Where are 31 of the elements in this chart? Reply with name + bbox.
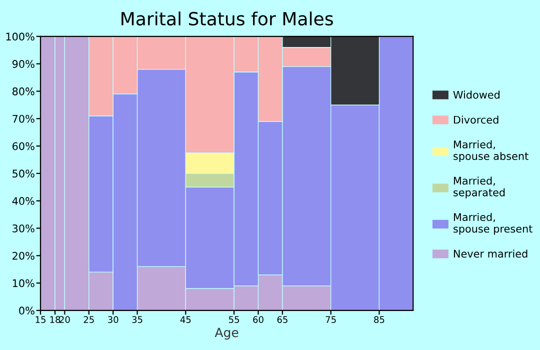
y-tick-label: 30% — [12, 224, 34, 232]
x-tick-label: 15 — [36, 316, 46, 323]
y-tick-label: 10% — [12, 279, 34, 288]
y-tick-label: 100% — [6, 32, 34, 41]
legend-label: Married, spouse absent — [454, 140, 528, 162]
legend-label: Widowed — [453, 90, 500, 99]
x-tick-label: 60 — [253, 316, 264, 323]
x-tick-label: 85 — [374, 316, 384, 323]
y-tick-label: 20% — [12, 252, 34, 260]
legend-label: Married, spouse present — [454, 212, 532, 235]
x-tick-label: 30 — [108, 316, 118, 323]
y-tick-label: 90% — [12, 60, 34, 68]
x-tick-label: 75 — [326, 316, 336, 323]
y-tick-label: 50% — [12, 170, 34, 178]
y-tick-label: 70% — [12, 114, 34, 123]
y-tick-label: 0% — [19, 306, 34, 315]
y-tick-label: 40% — [12, 197, 34, 205]
chart-title: Marital Status for Males — [122, 12, 333, 26]
x-tick-label: 25 — [84, 316, 94, 323]
x-tick-label: 65 — [277, 316, 288, 323]
legend-label: Married, separated — [454, 176, 505, 198]
x-tick-label: 55 — [229, 316, 240, 323]
x-tick-label: 35 — [132, 316, 142, 323]
legend-label: Divorced — [454, 116, 498, 124]
x-tick-label: 18 — [50, 316, 60, 323]
legend-label: Never married — [454, 250, 528, 258]
y-tick-label: 80% — [12, 87, 34, 96]
x-axis-title: Age — [214, 328, 238, 340]
y-tick-label: 60% — [12, 142, 34, 150]
x-tick-label: 45 — [180, 316, 191, 323]
x-tick-label: 20 — [60, 316, 70, 323]
